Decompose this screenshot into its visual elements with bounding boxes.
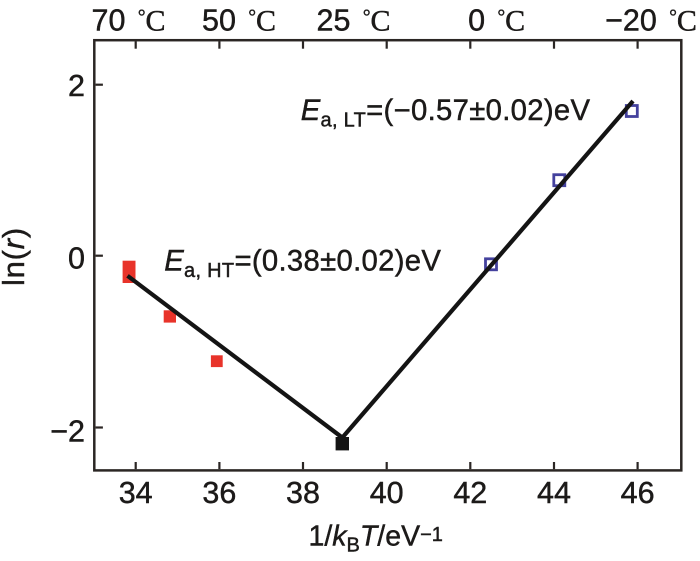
svg-text:2: 2 xyxy=(68,69,85,103)
svg-text:46: 46 xyxy=(621,476,655,510)
svg-text:0: 0 xyxy=(68,242,85,276)
svg-text:34: 34 xyxy=(119,476,153,510)
svg-text:Ea, LT=(−0.57±0.02)eV: Ea, LT=(−0.57±0.02)eV xyxy=(301,94,591,132)
svg-text:Ea, HT=(0.38±0.02)eV: Ea, HT=(0.38±0.02)eV xyxy=(164,245,441,283)
svg-text:50 °C: 50 °C xyxy=(202,3,276,37)
svg-text:1/kBT/eV−1: 1/kBT/eV−1 xyxy=(309,521,443,557)
svg-text:0 °C: 0 °C xyxy=(468,3,525,37)
svg-text:42: 42 xyxy=(453,476,487,510)
svg-text:36: 36 xyxy=(202,476,236,510)
svg-text:40: 40 xyxy=(370,476,404,510)
svg-text:44: 44 xyxy=(537,476,571,510)
svg-text:−20 °C: −20 °C xyxy=(605,3,697,37)
svg-text:70 °C: 70 °C xyxy=(91,3,165,37)
svg-text:−2: −2 xyxy=(50,415,85,449)
svg-text:38: 38 xyxy=(286,476,320,510)
svg-text:25 °C: 25 °C xyxy=(316,3,390,37)
svg-text:ln(r): ln(r) xyxy=(0,227,31,286)
